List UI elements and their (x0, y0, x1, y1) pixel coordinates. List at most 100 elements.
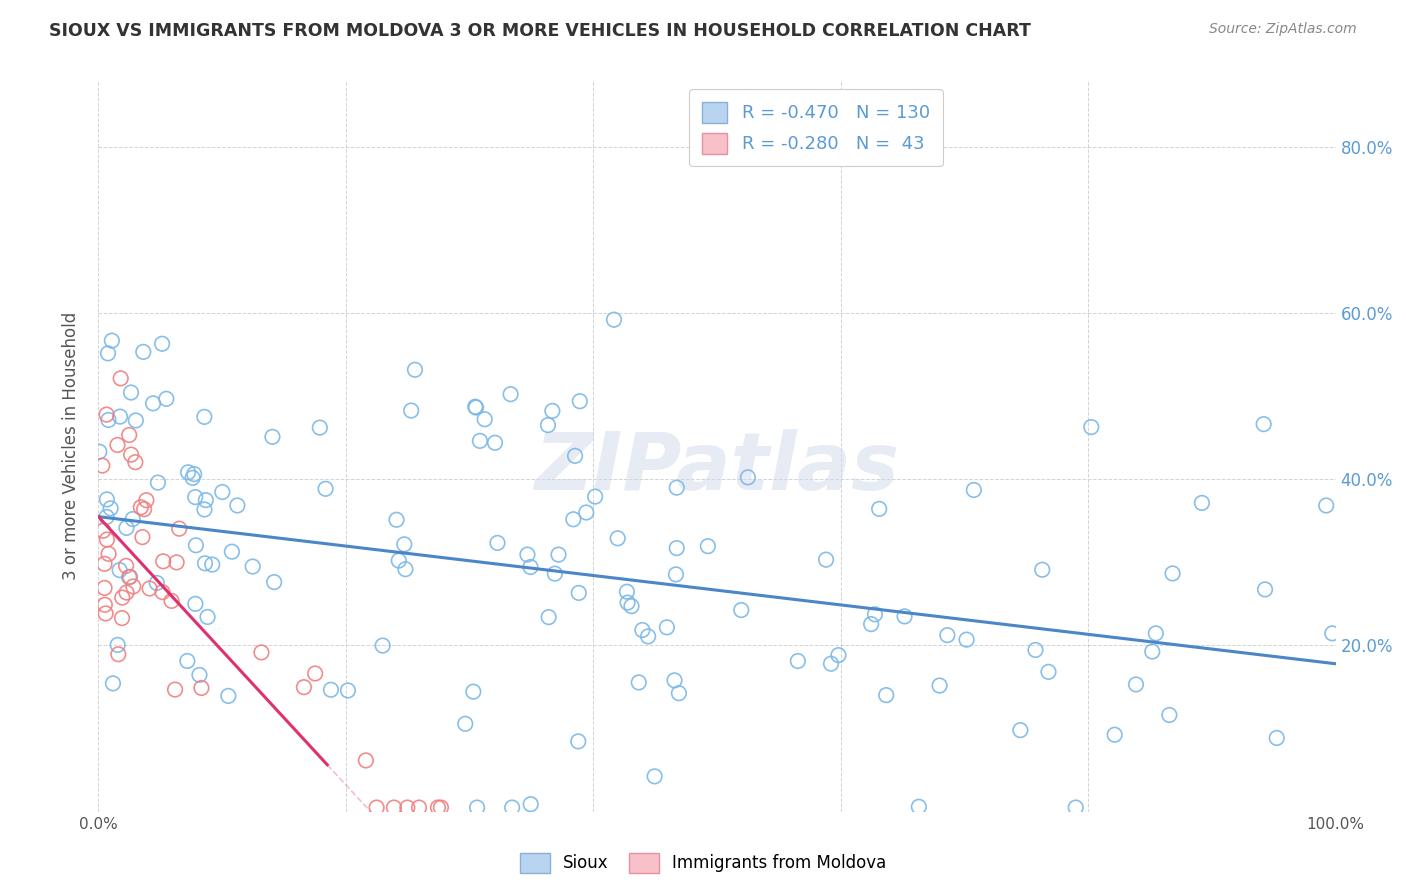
Point (394, 562, 416, 576)
Y-axis label: 3 or more Vehicles in Household: 3 or more Vehicles in Household (62, 312, 80, 580)
Point (430, 800, 453, 814)
Point (146, 576, 169, 591)
Point (336, 683, 359, 698)
Point (499, 387, 522, 401)
Point (465, 800, 488, 814)
Point (194, 493, 217, 508)
Point (146, 475, 169, 490)
Point (484, 435, 506, 450)
Point (115, 521, 138, 535)
Point (176, 654, 198, 668)
Point (190, 681, 212, 695)
Point (226, 499, 249, 513)
Point (94, 607, 117, 621)
Point (564, 449, 586, 463)
Point (319, 682, 342, 697)
Point (100, 501, 122, 516)
Point (211, 485, 233, 500)
Point (101, 334, 124, 348)
Point (201, 558, 224, 572)
Point (111, 611, 134, 625)
Point (304, 666, 326, 681)
Point (616, 584, 638, 599)
Point (567, 734, 589, 748)
Point (963, 483, 986, 497)
Point (1315, 499, 1337, 513)
Point (1144, 626, 1167, 640)
Point (1253, 417, 1275, 431)
Point (152, 554, 174, 568)
Point (786, 654, 808, 668)
Point (160, 594, 183, 608)
Point (263, 575, 285, 590)
Point (396, 800, 419, 814)
Point (354, 753, 377, 767)
Point (665, 567, 688, 582)
Point (637, 629, 659, 643)
Point (544, 566, 567, 581)
Point (583, 490, 606, 504)
Point (1265, 731, 1288, 745)
Point (394, 537, 416, 551)
Point (501, 800, 523, 814)
Point (96, 492, 118, 507)
Point (150, 336, 173, 351)
Point (120, 385, 142, 400)
Point (616, 596, 638, 610)
Point (568, 394, 591, 409)
Point (89, 444, 111, 458)
Point (121, 512, 143, 526)
Point (110, 371, 132, 385)
Point (96, 533, 118, 547)
Point (1038, 665, 1060, 679)
Point (547, 548, 569, 562)
Point (1161, 566, 1184, 581)
Point (197, 610, 219, 624)
Point (820, 657, 842, 671)
Point (668, 686, 690, 700)
Point (138, 582, 160, 596)
Point (124, 455, 146, 469)
Point (1010, 723, 1032, 738)
Point (1024, 643, 1046, 657)
Point (315, 482, 337, 496)
Point (108, 409, 131, 424)
Point (142, 396, 165, 410)
Point (125, 413, 148, 427)
Point (107, 647, 129, 661)
Point (454, 716, 477, 731)
Point (132, 344, 155, 359)
Point (474, 412, 496, 426)
Point (93, 581, 115, 595)
Point (1031, 563, 1053, 577)
Point (936, 628, 959, 642)
Point (221, 544, 243, 558)
Point (262, 430, 284, 444)
Legend: Sioux, Immigrants from Moldova: Sioux, Immigrants from Moldova (513, 847, 893, 880)
Point (115, 585, 138, 599)
Point (183, 467, 205, 481)
Text: Source: ZipAtlas.com: Source: ZipAtlas.com (1209, 22, 1357, 37)
Point (665, 541, 688, 555)
Point (385, 513, 408, 527)
Point (91, 458, 114, 473)
Point (107, 438, 129, 452)
Point (868, 501, 890, 516)
Point (184, 490, 207, 504)
Point (603, 312, 626, 326)
Point (118, 428, 141, 442)
Point (537, 610, 560, 624)
Point (118, 570, 141, 584)
Point (519, 560, 541, 574)
Point (91, 524, 114, 538)
Point (129, 500, 152, 515)
Point (1064, 800, 1087, 814)
Point (928, 679, 950, 693)
Point (115, 558, 138, 573)
Point (627, 675, 650, 690)
Point (97, 346, 120, 360)
Point (696, 539, 718, 553)
Point (167, 522, 190, 536)
Point (562, 512, 585, 526)
Point (107, 638, 129, 652)
